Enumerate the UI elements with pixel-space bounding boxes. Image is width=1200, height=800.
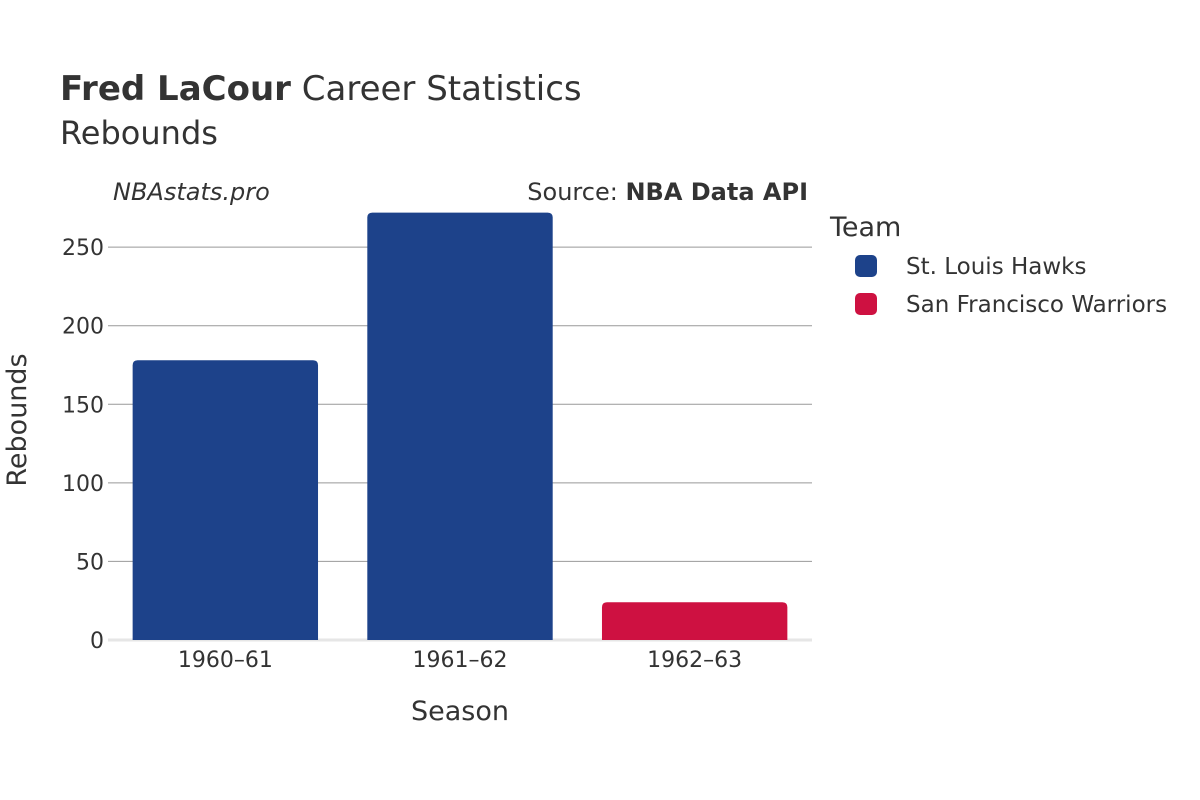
source-credit: Source: NBA Data API bbox=[527, 178, 808, 206]
legend-label-san-francisco-warriors: San Francisco Warriors bbox=[906, 292, 1167, 318]
y-axis-title: Rebounds bbox=[2, 353, 33, 486]
legend: St. Louis Hawks San Francisco Warriors bbox=[855, 254, 1167, 318]
title-rest: Career Statistics bbox=[291, 69, 582, 109]
bar-1960–61-st-louis-hawks bbox=[132, 360, 319, 640]
bar-1962–63-san-francisco-warriors bbox=[601, 602, 788, 640]
chart-subtitle: Rebounds bbox=[60, 114, 218, 152]
y-tick-label-250: 250 bbox=[62, 236, 104, 261]
player-name: Fred LaCour bbox=[60, 69, 291, 109]
legend-label-st-louis-hawks: St. Louis Hawks bbox=[906, 254, 1087, 280]
bars bbox=[132, 212, 788, 641]
x-tick-label-1960–61: 1960–61 bbox=[178, 648, 273, 673]
legend-swatch-st-louis-hawks bbox=[855, 255, 877, 277]
y-tick-label-200: 200 bbox=[62, 315, 104, 340]
y-tick-label-50: 50 bbox=[76, 550, 104, 575]
x-axis-title: Season bbox=[411, 696, 509, 727]
legend-swatch-san-francisco-warriors bbox=[855, 293, 877, 315]
x-tick-label-1962–63: 1962–63 bbox=[647, 648, 742, 673]
source-name: NBA Data API bbox=[625, 178, 808, 206]
y-axis-ticks: 0 50 100 150 200 250 bbox=[62, 236, 104, 654]
x-axis-ticks: 1960–61 1961–62 1962–63 bbox=[178, 648, 742, 673]
y-tick-label-100: 100 bbox=[62, 472, 104, 497]
y-tick-label-0: 0 bbox=[90, 629, 104, 654]
watermark: NBAstats.pro bbox=[113, 178, 270, 206]
bar-1961–62-st-louis-hawks bbox=[367, 212, 553, 641]
legend-title: Team bbox=[829, 212, 901, 243]
y-tick-label-150: 150 bbox=[62, 393, 104, 418]
chart-title: Fred LaCour Career Statistics bbox=[60, 69, 582, 109]
x-tick-label-1961–62: 1961–62 bbox=[413, 648, 508, 673]
source-prefix: Source: bbox=[527, 178, 625, 206]
